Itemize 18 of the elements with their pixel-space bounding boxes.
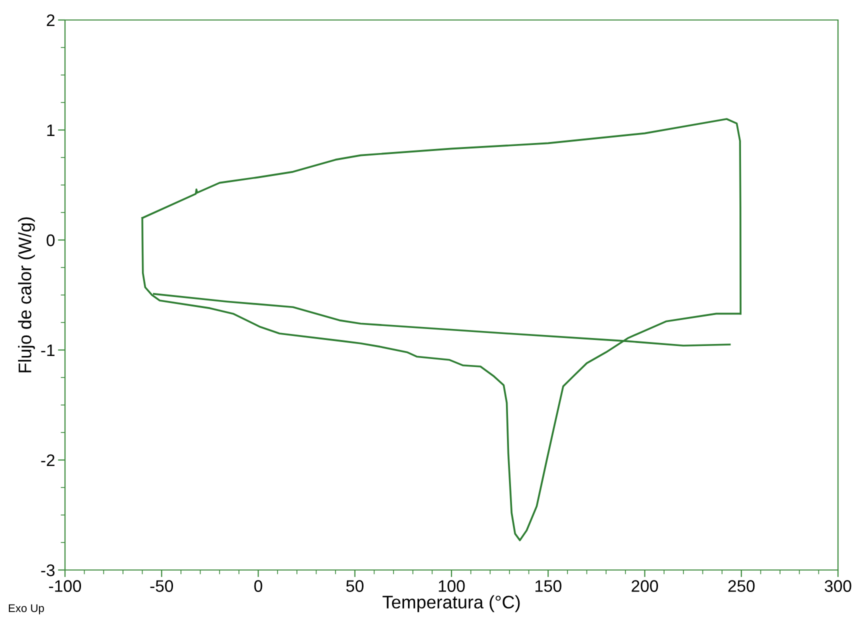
y-tick-label: -3 bbox=[41, 564, 55, 576]
x-tick-label: 150 bbox=[535, 580, 562, 592]
y-axis-title: Flujo de calor (W/g) bbox=[18, 217, 35, 372]
text: Exo Up bbox=[8, 604, 44, 614]
x-tick-label: 300 bbox=[824, 580, 852, 592]
x-tick-label: 250 bbox=[728, 580, 755, 592]
x-tick-label: 50 bbox=[346, 580, 364, 592]
x-axis-title: Temperatura (°C) bbox=[382, 595, 520, 612]
y-tick-label: 1 bbox=[47, 124, 54, 136]
y-tick-label: -1 bbox=[41, 344, 54, 356]
x-tick-label: 0 bbox=[254, 580, 262, 592]
x-tick-label: -50 bbox=[150, 580, 174, 592]
y-tick-label: 0 bbox=[46, 234, 55, 246]
x-tick-label: 200 bbox=[632, 580, 658, 592]
y-tick-label: 2 bbox=[46, 14, 54, 26]
x-tick-label: -100 bbox=[49, 580, 82, 592]
x-tick-label: 100 bbox=[438, 580, 465, 592]
y-tick-label: -2 bbox=[41, 454, 54, 466]
